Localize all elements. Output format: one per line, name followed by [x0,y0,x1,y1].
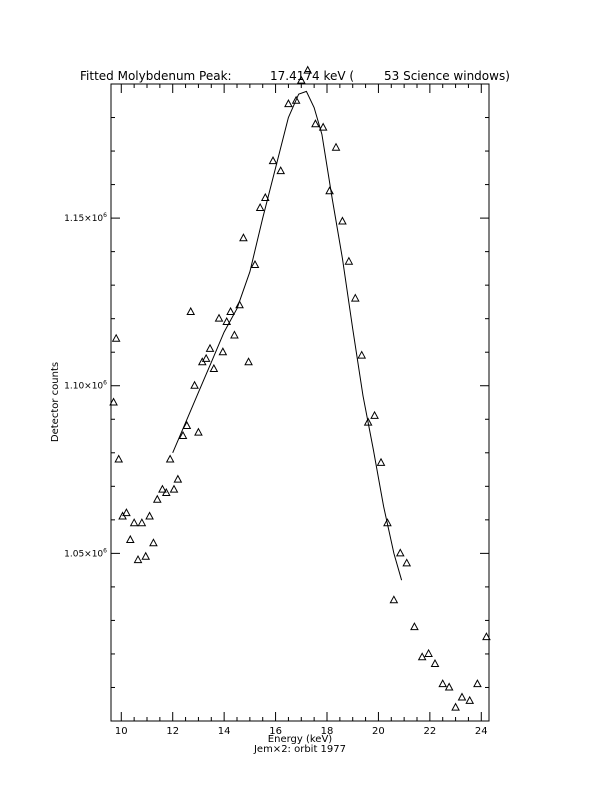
data-point [149,538,158,547]
y-tick-label: 1.05×106 [64,547,107,559]
data-point [260,192,270,201]
x-tick-label: 12 [166,726,179,737]
data-point [178,430,188,440]
y-axis-label: Detector counts [50,362,61,442]
data-point [451,702,460,711]
x-tick-labels: 10 12 14 16 18 20 22 24 [115,726,488,737]
data-point [239,233,248,242]
footer-label: Jem×2: orbit 1977 [253,744,346,755]
data-point [255,202,265,212]
data-point [194,427,203,436]
data-point [402,558,412,567]
data-point [438,679,448,688]
data-point [205,343,215,352]
data-point [244,357,253,366]
data-point [161,487,171,497]
data-point [430,658,440,668]
x-axis-label: Energy (keV) [268,734,333,745]
data-point [473,679,482,688]
data-point [218,347,228,356]
data-point [296,75,306,84]
data-point [182,420,192,429]
data-point [201,353,211,362]
data-point [457,692,467,701]
data-point [111,333,121,342]
data-point [109,397,118,406]
data-point [482,632,491,641]
data-point [383,518,392,527]
data-point [129,518,139,527]
data-point [230,330,239,339]
data-point [357,350,367,359]
chart-title-value: 17.4174 keV ( [270,69,354,83]
data-point [141,551,151,560]
fit-curve [172,90,403,581]
data-point [125,534,135,543]
data-point [291,95,301,104]
data-point [226,306,235,315]
data-point [169,484,179,493]
data-point [389,595,399,604]
data-point [186,306,196,315]
data-point [222,316,232,326]
y-tick-label: 1.15×106 [64,212,107,224]
data-point [376,457,386,466]
x-tick-label: 24 [475,726,488,737]
x-tick-label: 14 [218,726,231,737]
y-tick-label: 1.10×106 [64,380,107,392]
data-points [109,65,491,711]
data-point [424,648,433,657]
data-point [137,518,147,527]
data-point [165,454,175,463]
data-point [284,99,293,108]
data-point [303,65,313,74]
data-point [133,555,143,564]
data-point [311,119,320,128]
data-point [214,313,224,322]
data-point [173,474,183,483]
data-point [331,142,341,151]
data-point [276,166,286,175]
x-tick-label: 20 [372,726,385,737]
chart-title-right: 53 Science windows) [384,69,510,83]
data-point [363,417,373,426]
data-point [350,293,360,302]
data-point [152,494,162,503]
plot-frame [110,83,490,722]
data-point [444,682,454,691]
data-point [344,256,354,265]
x-tick-label: 16 [269,726,282,737]
data-point [370,410,379,419]
x-tick-label: 18 [321,726,334,737]
x-tick-label: 22 [423,726,436,737]
chart-title-left: Fitted Molybdenum Peak: [80,69,232,83]
data-point [465,695,475,704]
x-tick-label: 10 [115,726,128,737]
data-point [318,122,328,131]
data-point [122,508,131,517]
data-point [235,300,244,309]
data-point [114,454,124,463]
data-point [395,548,405,557]
data-point [417,652,427,661]
data-point [325,186,334,195]
data-point [145,511,154,520]
data-point [190,380,199,389]
data-point [209,363,219,372]
data-point [250,259,260,269]
data-point [268,156,278,165]
y-tick-labels: 1.05×106 1.10×106 1.15×106 [64,212,107,559]
data-point [158,484,167,493]
data-point [338,216,347,225]
data-point [410,622,419,631]
axis-ticks [111,83,489,722]
